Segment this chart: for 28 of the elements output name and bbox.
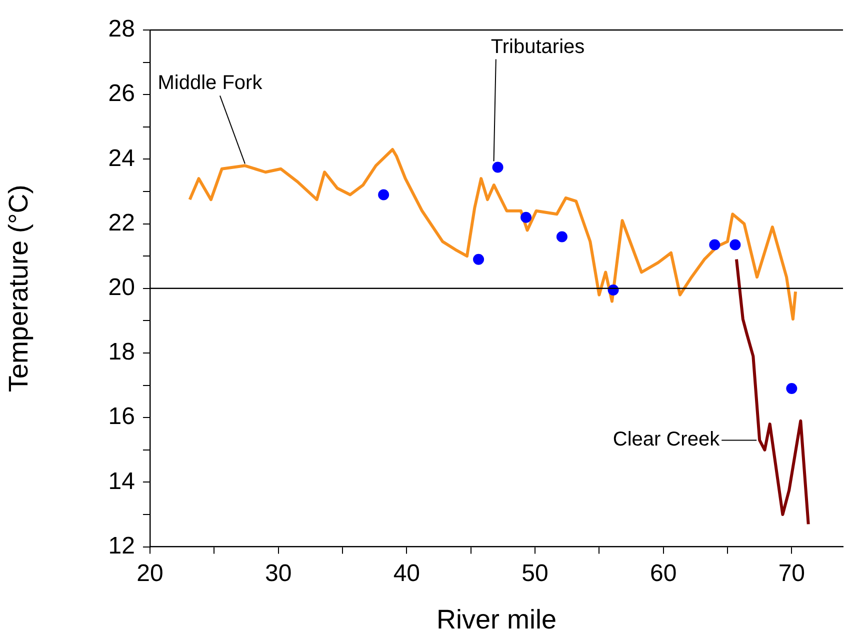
x-tick-label: 70	[778, 560, 806, 587]
x-tick-label: 40	[393, 560, 420, 587]
point	[473, 254, 484, 265]
point	[378, 189, 390, 200]
y-tick-label: 24	[108, 144, 135, 172]
y-tick-label: 20	[108, 274, 135, 302]
y-tick-label: 28	[108, 16, 135, 43]
point	[730, 239, 741, 250]
x-tick-label: 30	[264, 560, 292, 587]
x-tick-label: 20	[136, 560, 164, 587]
y-tick-label: 26	[108, 80, 135, 108]
text: Tributaries	[490, 36, 585, 58]
point	[492, 162, 504, 173]
y-tick-label: 16	[108, 403, 135, 430]
x-tick-label: 50	[522, 560, 548, 587]
text: Middle Fork	[158, 72, 264, 94]
x-axis-title: River mile	[436, 604, 557, 634]
series-label: Clear Creek	[612, 428, 721, 451]
point	[556, 231, 568, 242]
point	[520, 212, 532, 223]
point	[786, 383, 798, 394]
y-tick-label: 14	[108, 468, 135, 495]
point	[709, 239, 720, 250]
y-tick-label: 18	[108, 338, 135, 366]
y-tick-label: 22	[108, 209, 135, 236]
x-tick-label: 60	[650, 560, 677, 587]
y-tick-label: 12	[108, 532, 135, 560]
y-axis-title: Temperature (°C)	[4, 184, 34, 392]
